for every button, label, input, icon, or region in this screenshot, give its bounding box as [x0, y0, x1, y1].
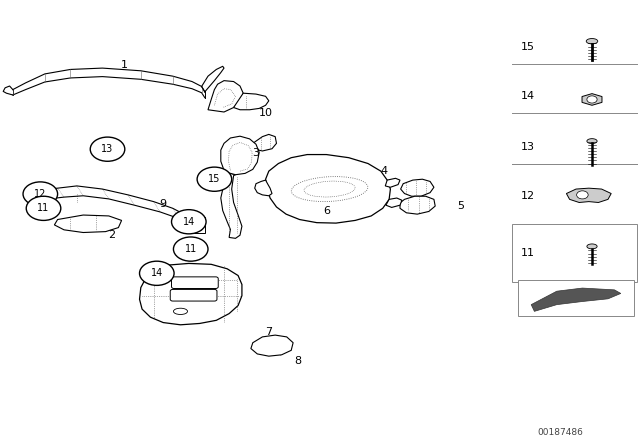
- Polygon shape: [531, 288, 621, 311]
- Polygon shape: [192, 217, 205, 233]
- Text: 10: 10: [259, 108, 273, 118]
- Circle shape: [172, 210, 206, 234]
- Circle shape: [173, 237, 208, 261]
- Text: 14: 14: [182, 217, 195, 227]
- Text: 6: 6: [323, 206, 330, 215]
- Text: 12: 12: [34, 189, 47, 199]
- Polygon shape: [582, 94, 602, 105]
- Text: 1: 1: [122, 60, 128, 70]
- Text: 00187486: 00187486: [537, 428, 583, 437]
- Polygon shape: [221, 172, 242, 238]
- FancyBboxPatch shape: [170, 289, 217, 301]
- Circle shape: [23, 182, 58, 206]
- Text: 8: 8: [294, 356, 301, 366]
- Circle shape: [90, 137, 125, 161]
- Polygon shape: [35, 188, 45, 202]
- Text: 14: 14: [521, 91, 535, 101]
- Polygon shape: [385, 178, 400, 187]
- Polygon shape: [566, 188, 611, 202]
- FancyBboxPatch shape: [172, 277, 218, 289]
- Text: 11: 11: [521, 248, 535, 258]
- Polygon shape: [54, 215, 122, 233]
- Bar: [512, 224, 637, 282]
- Polygon shape: [386, 198, 402, 207]
- Circle shape: [26, 196, 61, 220]
- Text: 14: 14: [150, 268, 163, 278]
- Text: 11: 11: [37, 203, 50, 213]
- Text: 5: 5: [458, 201, 464, 211]
- Ellipse shape: [586, 39, 598, 44]
- Circle shape: [577, 191, 588, 199]
- Text: 15: 15: [521, 42, 535, 52]
- Text: 13: 13: [521, 142, 535, 152]
- Polygon shape: [255, 180, 272, 196]
- Text: 12: 12: [521, 191, 535, 201]
- Text: 9: 9: [159, 199, 167, 209]
- Ellipse shape: [173, 308, 188, 314]
- Text: 2: 2: [108, 230, 116, 240]
- Text: 3: 3: [253, 148, 259, 158]
- Polygon shape: [253, 134, 276, 151]
- Text: 4: 4: [380, 166, 388, 176]
- Polygon shape: [401, 179, 434, 196]
- Circle shape: [197, 167, 232, 191]
- Bar: [518, 280, 634, 316]
- Polygon shape: [140, 263, 242, 325]
- Polygon shape: [400, 196, 435, 214]
- Circle shape: [140, 261, 174, 285]
- Polygon shape: [234, 93, 269, 110]
- Polygon shape: [251, 335, 293, 356]
- Ellipse shape: [587, 139, 597, 144]
- Circle shape: [587, 96, 597, 103]
- Text: 7: 7: [265, 327, 273, 337]
- Polygon shape: [208, 81, 243, 112]
- Polygon shape: [266, 155, 390, 223]
- Text: 15: 15: [208, 174, 221, 184]
- Text: 13: 13: [101, 144, 114, 154]
- Polygon shape: [221, 136, 259, 175]
- Ellipse shape: [587, 244, 597, 249]
- Text: 11: 11: [184, 244, 197, 254]
